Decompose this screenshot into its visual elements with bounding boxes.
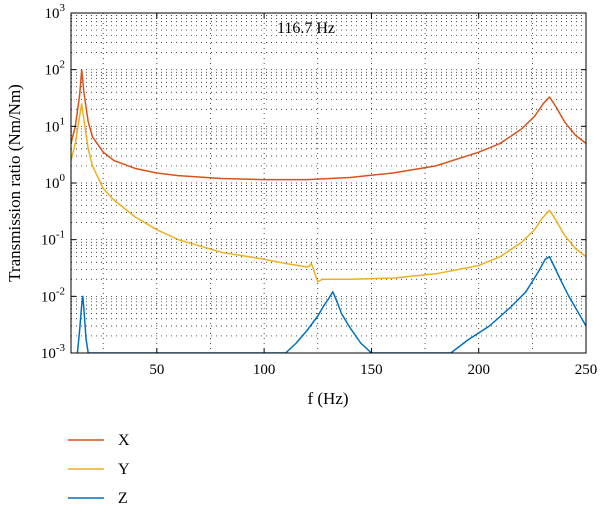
y-tick-label: 101 [45, 115, 66, 135]
y-tick-label: 103 [45, 2, 66, 22]
y-tick-label: 10-2 [41, 285, 65, 305]
axis-ticks: 50 100 150 200 250 10-3 10-2 10-1 100 101 102 103 [41, 2, 597, 378]
x-tick-label: 200 [467, 362, 490, 378]
plot-frame [70, 12, 587, 354]
x-tick-label: 50 [149, 362, 164, 378]
series-z-line [76, 255, 586, 353]
x-tick-label: 100 [253, 362, 276, 378]
data-series [71, 68, 586, 353]
legend-label-z: Z [118, 490, 128, 507]
y-tick-label: 10-1 [41, 229, 65, 249]
y-tick-label: 10-3 [41, 342, 66, 362]
series-y-line [71, 103, 586, 283]
grid-lines [71, 13, 586, 353]
y-tick-label: 102 [45, 59, 66, 79]
x-tick-label: 150 [360, 362, 383, 378]
frequency-annotation: 116.7 Hz [277, 20, 335, 37]
y-axis-label: Transmission ratio (Nm/Nm) [5, 84, 24, 282]
x-axis-label: f (Hz) [307, 389, 348, 408]
y-tick-label: 100 [45, 172, 66, 192]
legend-label-y: Y [118, 461, 130, 478]
legend: XYZ [68, 432, 130, 507]
legend-label-x: X [118, 432, 130, 449]
series-x-line [71, 68, 586, 181]
x-tick-label: 250 [575, 362, 598, 378]
